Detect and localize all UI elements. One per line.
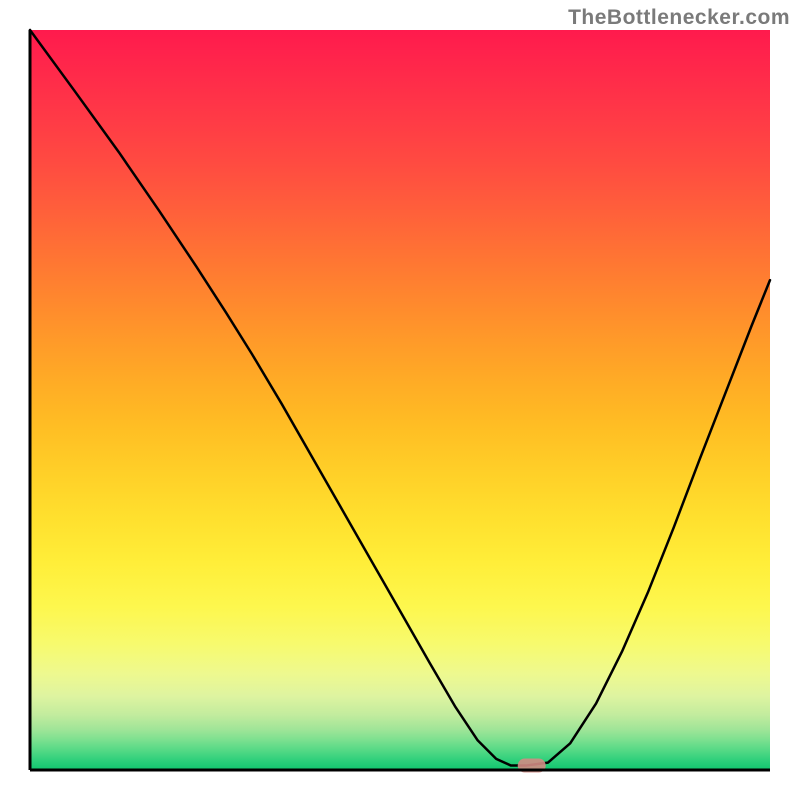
gradient-background [30,30,770,770]
watermark-text: TheBottlenecker.com [568,6,790,30]
chart-svg [0,0,800,800]
chart-container: TheBottlenecker.com [0,0,800,800]
